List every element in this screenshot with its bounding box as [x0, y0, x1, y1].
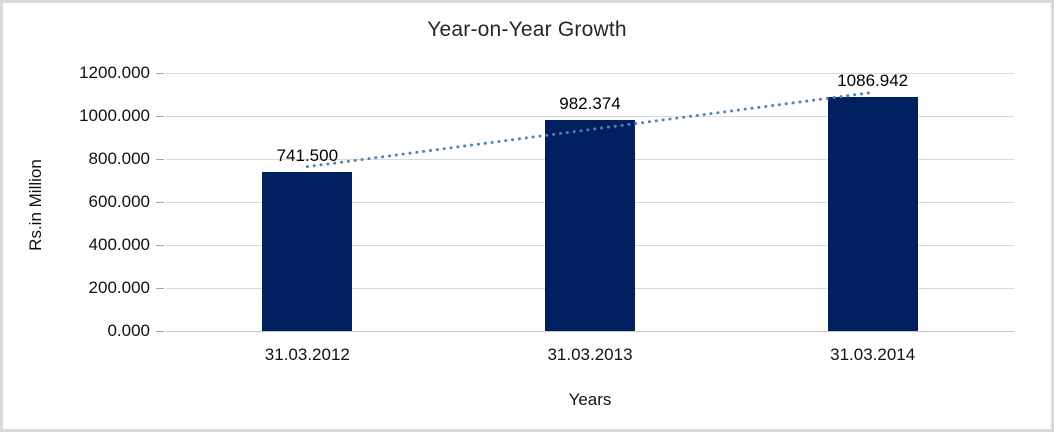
bar [827, 97, 918, 331]
data-label: 982.374 [559, 93, 621, 113]
y-tick-mark [156, 288, 164, 289]
y-tick-mark [156, 159, 164, 160]
x-tick-label: 31.03.2014 [830, 345, 916, 364]
bar [262, 171, 353, 331]
plot-area: 0.000 200.000 400.000 600.000 800.000 1000.00… [79, 63, 1014, 364]
bar [545, 119, 635, 331]
gridline [166, 331, 1014, 332]
y-tick-label: 1000.000 [79, 106, 150, 125]
y-tick-mark [156, 331, 164, 332]
gridline [166, 73, 1014, 74]
y-tick-mark [156, 73, 164, 74]
chart-title: Year-on-Year Growth [427, 18, 627, 41]
y-tick-label: 800.000 [88, 149, 150, 168]
y-tick-mark [156, 202, 164, 203]
data-label: 1086.942 [837, 71, 909, 91]
trendline [305, 90, 875, 169]
y-tick-mark [156, 116, 164, 117]
y-tick-mark [156, 245, 164, 246]
data-label: 741.500 [276, 145, 339, 165]
x-tick-label: 31.03.2013 [547, 345, 633, 364]
y-tick-label: 1200.000 [79, 63, 150, 82]
y-tick-label: 600.000 [88, 192, 150, 211]
y-tick-label: 200.000 [88, 278, 150, 297]
x-axis-title: Years [568, 390, 612, 409]
y-tick-label: 400.000 [88, 235, 150, 254]
gridline [166, 116, 1014, 117]
y-tick-label: 0.000 [107, 321, 150, 340]
x-tick-label: 31.03.2012 [264, 345, 350, 364]
